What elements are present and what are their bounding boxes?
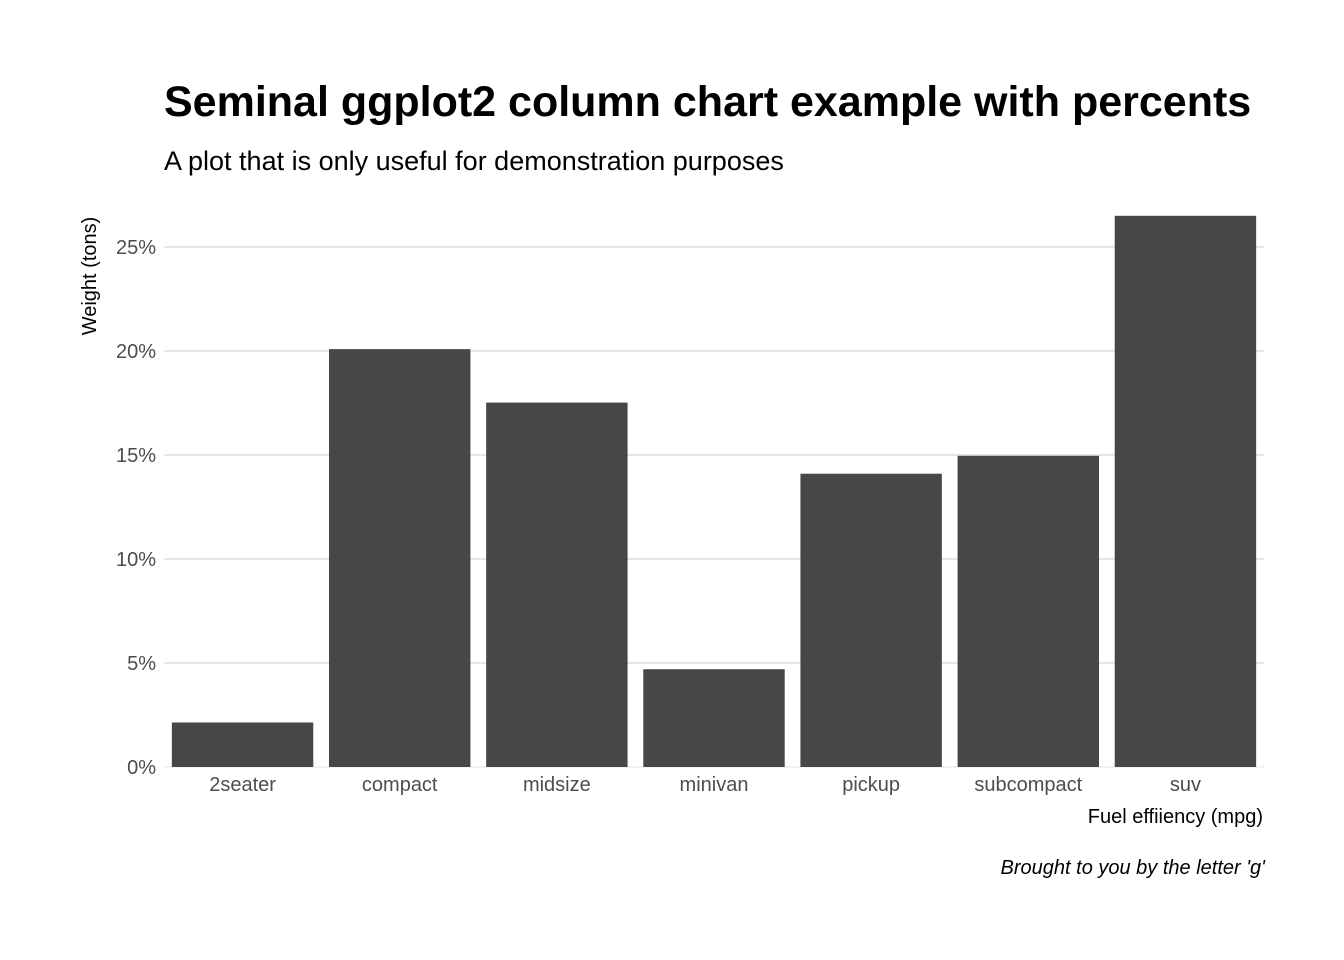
x-tick-label: midsize: [523, 774, 591, 796]
y-tick-label: 0%: [127, 757, 156, 779]
chart-subtitle: A plot that is only useful for demonstra…: [164, 146, 784, 176]
chart-caption: Brought to you by the letter 'g': [1001, 857, 1267, 879]
bar-pickup: [800, 473, 942, 767]
y-tick-label: 25%: [116, 237, 156, 259]
x-tick-label: subcompact: [974, 774, 1082, 796]
y-axis-tick-labels: 0% 5% 10% 15% 20% 25%: [116, 237, 156, 779]
x-tick-label: 2seater: [209, 774, 276, 796]
bar-subcompact: [957, 455, 1099, 767]
x-tick-label: compact: [362, 774, 438, 796]
bar-2seater: [171, 722, 314, 767]
bar-minivan: [643, 669, 785, 767]
x-tick-label: minivan: [680, 774, 749, 796]
y-tick-label: 5%: [127, 653, 156, 675]
y-tick-label: 20%: [116, 341, 156, 363]
x-axis-tick-labels: 2seater compact midsize minivan pickup subcom…: [209, 774, 1201, 796]
bar-compact: [329, 349, 471, 767]
y-tick-label: 15%: [116, 445, 156, 467]
bars: [171, 215, 1257, 768]
y-tick-label: 10%: [116, 549, 156, 571]
y-axis-title: Weight (tons): [79, 217, 101, 336]
x-tick-label: pickup: [842, 774, 900, 796]
x-tick-label: suv: [1170, 774, 1201, 796]
chart-title: Seminal ggplot2 column chart example wit…: [164, 78, 1251, 126]
bar-midsize: [486, 402, 628, 767]
x-axis-title: Fuel effiiency (mpg): [1088, 806, 1263, 828]
bar-suv: [1114, 215, 1257, 768]
